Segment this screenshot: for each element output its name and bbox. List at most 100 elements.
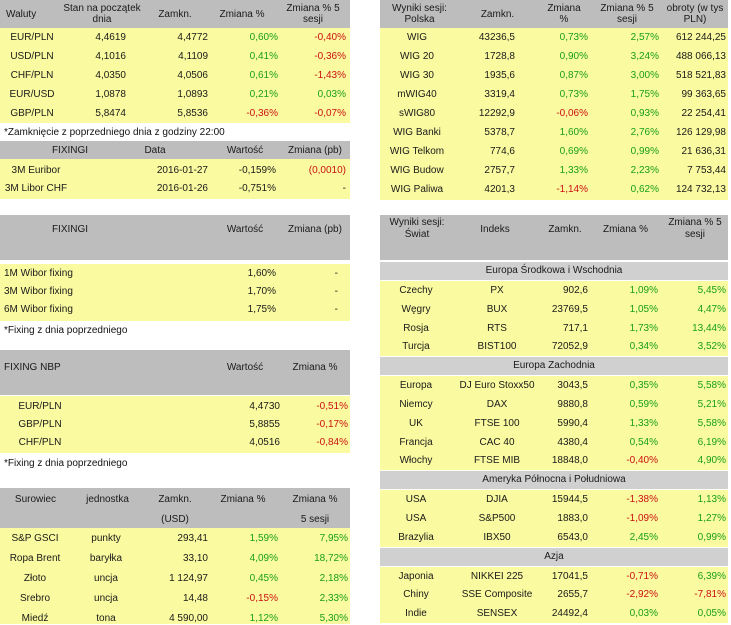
surowce-cell: tona (96, 613, 116, 624)
waluty-cell: 5,8474 (95, 108, 126, 119)
swiat-group-band: Europa Zachodnia (380, 357, 728, 376)
polska-cell: 2,76% (630, 127, 659, 138)
fixingi2-col-change: Zmiana (pb) (288, 224, 342, 235)
swiat-group-body (380, 490, 728, 547)
swiat-cell: 5,58% (697, 380, 726, 391)
waluty-cell: 0,03% (317, 89, 346, 100)
fixingi1-col-label: FIXINGI (51, 145, 89, 156)
swiat-cell: -7,81% (694, 589, 726, 600)
polska-cell: 0,73% (559, 32, 588, 43)
polska-cell: 2757,7 (484, 165, 515, 176)
surowce-cell: uncja (94, 593, 118, 604)
surowce-cell: 4 590,00 (169, 613, 208, 624)
swiat-cell: 0,54% (629, 437, 658, 448)
polska-col-label: Wyniki sesji: Polska (392, 3, 447, 25)
nbp-note: *Fixing z dnia poprzedniego (4, 458, 128, 469)
waluty-cell: 4,1016 (95, 51, 126, 62)
polska-cell: 774,6 (489, 146, 515, 157)
swiat-group-body (380, 281, 728, 357)
fixingi2-body (0, 264, 350, 321)
swiat-group-body (380, 566, 728, 623)
polska-col-change: Zmiana % (547, 3, 581, 25)
swiat-col-close: Zamkn. (548, 224, 582, 235)
waluty-cell: -0,36% (246, 108, 278, 119)
waluty-cell: EUR/USD (9, 89, 55, 100)
polska-cell: 3319,4 (484, 89, 515, 100)
swiat-cell: 1,27% (697, 513, 726, 524)
swiat-header (380, 215, 728, 260)
swiat-cell: 15944,5 (551, 494, 588, 505)
surowce-cell: 0,45% (249, 573, 278, 584)
swiat-cell: DJ Euro Stoxx50 (459, 380, 535, 391)
swiat-cell: 3,52% (697, 341, 726, 352)
polska-cell: 488 066,13 (675, 51, 726, 62)
fixingi2-note: *Fixing z dnia poprzedniego (4, 325, 128, 336)
polska-cell: 0,99% (630, 146, 659, 157)
surowce-col-change5: Zmiana % (292, 494, 338, 505)
polska-cell: 3,24% (630, 51, 659, 62)
swiat-cell: -1,38% (626, 494, 658, 505)
surowce-col-change5-sub: 5 sesji (300, 514, 330, 525)
fixingi1-col-change: Zmiana (pb) (288, 145, 342, 156)
waluty-cell: 5,8536 (177, 108, 208, 119)
polska-cell: 0,90% (559, 51, 588, 62)
swiat-cell: DAX (486, 399, 508, 410)
waluty-cell: 4,1109 (178, 51, 208, 62)
nbp-cell: -0,17% (316, 419, 348, 430)
polska-header (380, 0, 728, 28)
polska-body (380, 28, 728, 200)
swiat-cell: 3043,5 (557, 380, 588, 391)
nbp-col-change: Zmiana % (292, 362, 338, 373)
surowce-cell: 33,10 (182, 553, 208, 564)
swiat-cell: 24492,4 (551, 608, 588, 619)
swiat-cell: 0,35% (629, 380, 658, 391)
swiat-cell: Chiny (403, 589, 429, 600)
polska-cell: 0,69% (559, 146, 588, 157)
polska-cell: WIG 20 (400, 51, 434, 62)
swiat-cell: 5,58% (697, 418, 726, 429)
waluty-cell: 0,21% (249, 89, 278, 100)
polska-cell: WIG Banki (393, 127, 441, 138)
polska-col-close: Zamkn. (480, 9, 515, 20)
swiat-col-index: Indeks (480, 224, 510, 235)
polska-cell: 4201,3 (484, 184, 515, 195)
polska-cell: 99 363,65 (681, 89, 727, 100)
fixingi2-cell: - (334, 268, 338, 279)
surowce-cell: baryłka (89, 553, 123, 564)
waluty-note: *Zamknięcie z poprzedniego dnia z godzin… (4, 127, 225, 138)
surowce-cell: Ropa Brent (9, 553, 61, 564)
swiat-cell: 18848,0 (551, 455, 588, 466)
waluty-cell: 0,61% (249, 70, 278, 81)
polska-cell: 1,60% (559, 127, 588, 138)
swiat-group-band: Azja (380, 547, 728, 566)
surowce-cell: 1 124,97 (169, 573, 208, 584)
polska-cell: mWIG40 (397, 89, 437, 100)
swiat-cell: 13,44% (692, 323, 726, 334)
swiat-cell: Niemcy (399, 399, 433, 410)
nbp-cell: 4,0516 (249, 437, 280, 448)
surowce-cell: 14,48 (182, 593, 208, 604)
polska-cell: -0,06% (556, 108, 588, 119)
nbp-cell: -0,84% (316, 437, 348, 448)
surowce-cell: 18,72% (314, 553, 348, 564)
nbp-col-label: FIXING NBP (4, 362, 61, 373)
swiat-cell: SSE Composite (461, 589, 533, 600)
waluty-col-label: Waluty (6, 9, 37, 20)
waluty-col-change5: Zmiana % 5 sesji (286, 3, 340, 25)
swiat-cell: 23769,5 (551, 304, 588, 315)
fixingi1-cell: (0,0010) (308, 165, 346, 176)
swiat-group-band: Europa Środkowa i Wschodnia (380, 262, 728, 280)
swiat-cell: 4380,4 (557, 437, 588, 448)
swiat-cell: Włochy (399, 455, 433, 466)
surowce-cell: Srebro (19, 593, 50, 604)
swiat-cell: Indie (405, 608, 427, 619)
fixingi2-col-label: FIXINGI (51, 224, 89, 235)
swiat-cell: USA (405, 494, 427, 505)
surowce-col-change: Zmiana % (220, 494, 266, 505)
swiat-cell: BUX (486, 304, 508, 315)
swiat-cell: 902,6 (562, 285, 588, 296)
surowce-cell: Złoto (23, 573, 47, 584)
swiat-cell: 0,59% (629, 399, 658, 410)
fixingi1-cell: 2016-01-26 (156, 183, 208, 194)
swiat-cell: SENSEX (476, 608, 518, 619)
